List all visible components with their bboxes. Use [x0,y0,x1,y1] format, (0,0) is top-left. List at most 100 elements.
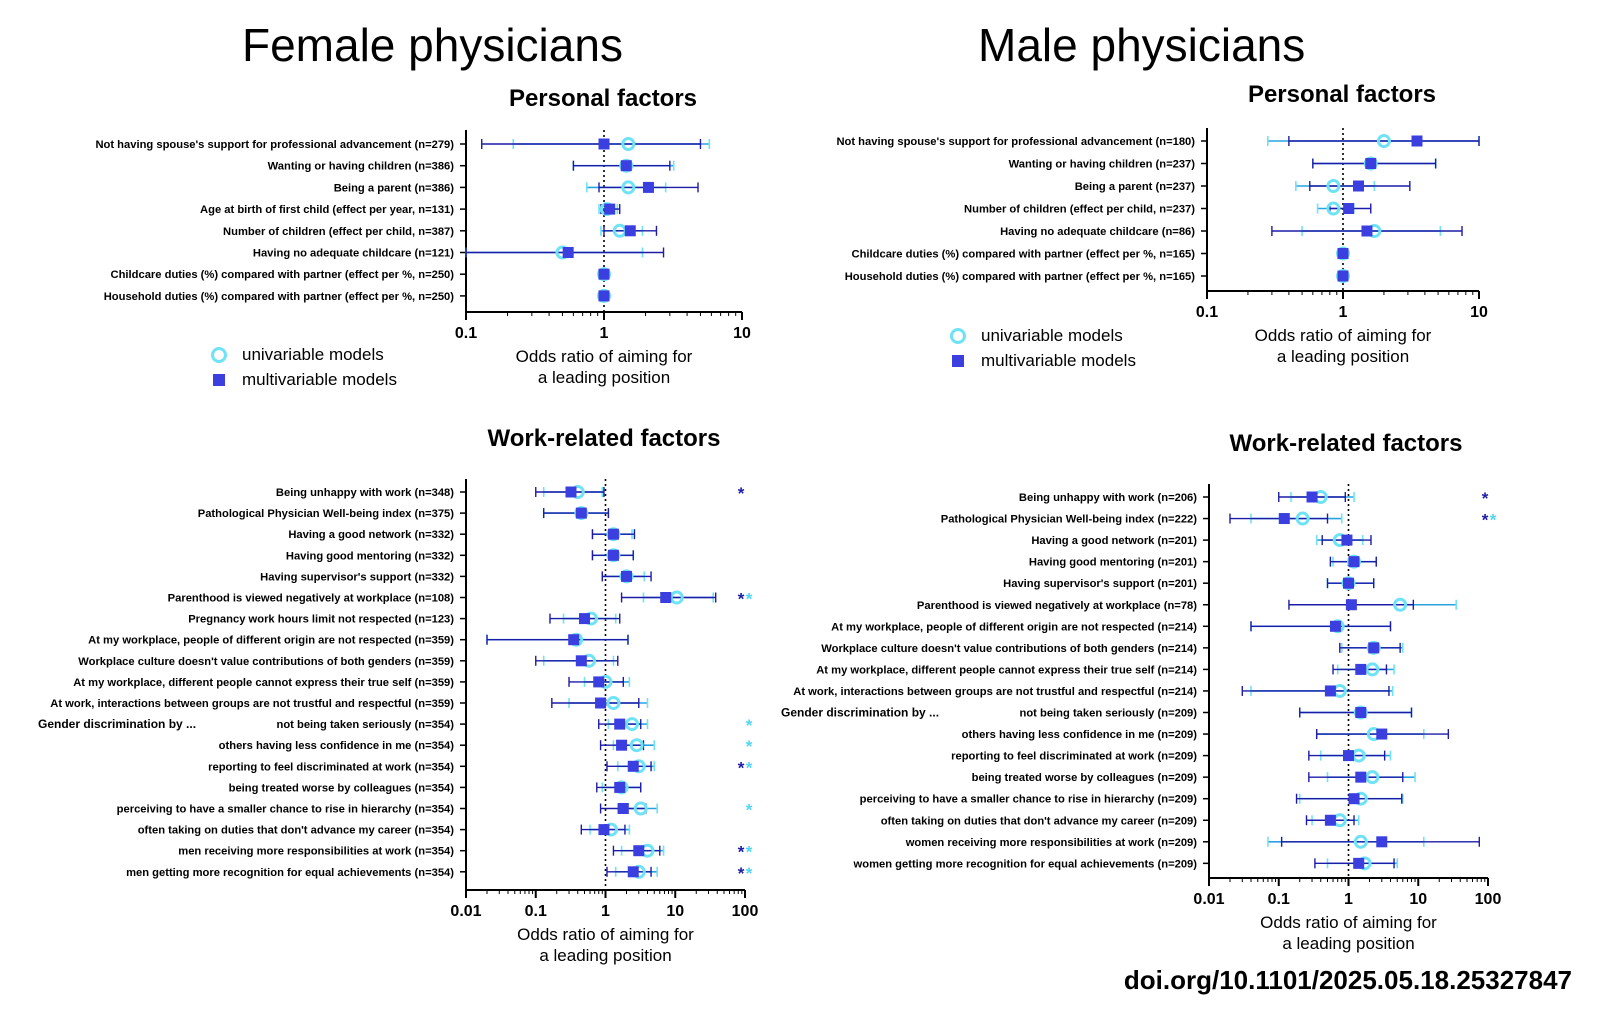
forest-row: perceiving to have a smaller chance to r… [117,801,753,820]
multi-point [614,781,626,793]
square-marker-icon [952,354,964,367]
multi-point [598,138,610,150]
chart-title: Personal factors [1248,81,1436,108]
forest-row: Being a parent (n=237) [1075,179,1411,193]
forest-row: Workplace culture doesn't value contribu… [78,653,619,668]
forest-row: women receiving more responsibilities at… [905,834,1480,849]
row-label: Having a good network (n=201) [1031,535,1197,547]
forest-row: women getting more recognition for equal… [853,856,1399,871]
multi-point [614,718,626,730]
female-work-chart: Work-related factors 0.01 0.1 1 10 100 Odds ra… [38,425,758,965]
row-label: reporting to feel discriminated at work … [951,751,1197,763]
forest-row: not being taken seriously (n=354) * [277,716,753,735]
row-label: Having no adequate childcare (n=86) [1000,226,1195,238]
multi-point [1376,728,1388,740]
forest-row: Age at birth of first child (effect per … [200,202,621,217]
forest-row: men receiving more responsibilities at w… [178,843,752,862]
multi-point [607,528,619,540]
x-axis-label: a leading position [539,946,671,965]
row-label: Number of children (effect per child, n=… [964,204,1195,216]
multi-point [1365,158,1377,169]
multi-point [595,697,607,709]
uni-point [625,717,640,732]
significance-star-multi: * [738,864,745,883]
doi-link[interactable]: doi.org/10.1101/2025.05.18.25327847 [1123,965,1572,995]
row-label: Childcare duties (%) compared with partn… [852,249,1196,261]
multi-point [624,225,636,237]
x-axis-label: Odds ratio of aiming for [516,347,693,366]
row-label: Being a parent (n=386) [334,182,455,194]
multi-point [1368,642,1380,654]
forest-row: Parenthood is viewed negatively at workp… [917,597,1457,612]
uni-point [669,590,684,605]
legend-label: multivariable models [242,369,397,389]
row-label: Having good mentoring (n=201) [1029,557,1197,569]
row-label: Being unhappy with work (n=348) [276,487,454,499]
uni-point [606,696,621,710]
square-marker-icon [213,373,225,386]
significance-star-uni: * [746,716,753,735]
row-label: Age at birth of first child (effect per … [200,204,454,216]
row-label: Workplace culture doesn't value contribu… [821,643,1197,655]
row-label: Having good mentoring (n=332) [286,550,454,562]
forest-row: Household duties (%) compared with partn… [845,269,1350,283]
row-label: Wanting or having children (n=237) [1009,159,1196,171]
multi-point [593,676,605,688]
row-label: At my workplace, different people cannot… [816,664,1197,676]
forest-row: Being unhappy with work (n=348) * [276,484,745,503]
row-label: Not having spouse's support for professi… [95,139,454,151]
significance-star-uni: * [746,590,753,609]
significance-star-multi: * [738,590,745,609]
x-tick-label: 0.1 [525,903,547,920]
multi-point [598,268,610,280]
forest-row: Wanting or having children (n=386) [268,158,675,173]
circle-marker-icon [950,327,966,344]
x-tick-label: 10 [1470,304,1488,321]
uni-point [621,180,636,195]
significance-star-uni: * [746,801,753,820]
forest-row: Having supervisor's support (n=332) [260,569,652,584]
x-tick-label: 0.01 [1193,891,1224,908]
forest-row: Being unhappy with work (n=206) * [1019,489,1489,508]
significance-star-multi: * [738,758,745,777]
forest-row: Having supervisor's support (n=201) [1003,576,1375,591]
forest-row: Number of children (effect per child, n=… [223,223,658,238]
multi-point [565,486,577,498]
legend-label: univariable models [242,344,384,364]
x-tick-label: 10 [666,903,684,920]
male-work-chart: Work-related factors 0.01 0.1 1 10 100 Odds ra… [781,430,1501,953]
forest-row: At work, interactions between groups are… [793,683,1394,698]
circle-marker-icon [211,346,227,363]
multi-point [604,203,616,215]
row-label: Being unhappy with work (n=206) [1019,492,1197,504]
multi-point [620,570,632,582]
row-label: being treated worse by colleagues (n=209… [972,772,1198,784]
x-tick-label: 0.1 [1196,304,1218,321]
multi-point [1306,491,1318,503]
forest-row: others having less confidence in me (n=2… [962,727,1450,742]
row-label: Pathological Physician Well-being index … [941,514,1198,526]
x-axis-label: Odds ratio of aiming for [517,925,694,944]
row-label: others having less confidence in me (n=3… [219,740,455,752]
x-tick-label: 10 [733,325,751,342]
row-label: Having no adequate childcare (n=121) [253,248,454,260]
row-label: Having a good network (n=332) [288,529,454,541]
legend-label: multivariable models [981,350,1136,370]
uni-point [1393,597,1408,612]
forest-row: being treated worse by colleagues (n=354… [229,780,642,795]
multi-point [633,845,645,857]
multi-point [617,803,629,814]
forest-row: reporting to feel discriminated at work … [951,748,1392,763]
row-label: At my workplace, people of different ori… [831,621,1197,633]
row-label: Workplace culture doesn't value contribu… [78,656,454,668]
chart-title: Personal factors [509,85,697,112]
multi-point [1353,857,1365,869]
row-label: being treated worse by colleagues (n=354… [229,782,455,794]
forest-row: Having good mentoring (n=332) [286,548,635,563]
male-personal-chart: Personal factors 0.1 1 10 Odds ratio of aimi… [836,81,1488,366]
x-tick-label: 100 [1475,891,1502,908]
row-label: Childcare duties (%) compared with partn… [111,269,455,281]
x-tick-label: 10 [1409,891,1427,908]
x-tick-label: 1 [601,903,610,920]
